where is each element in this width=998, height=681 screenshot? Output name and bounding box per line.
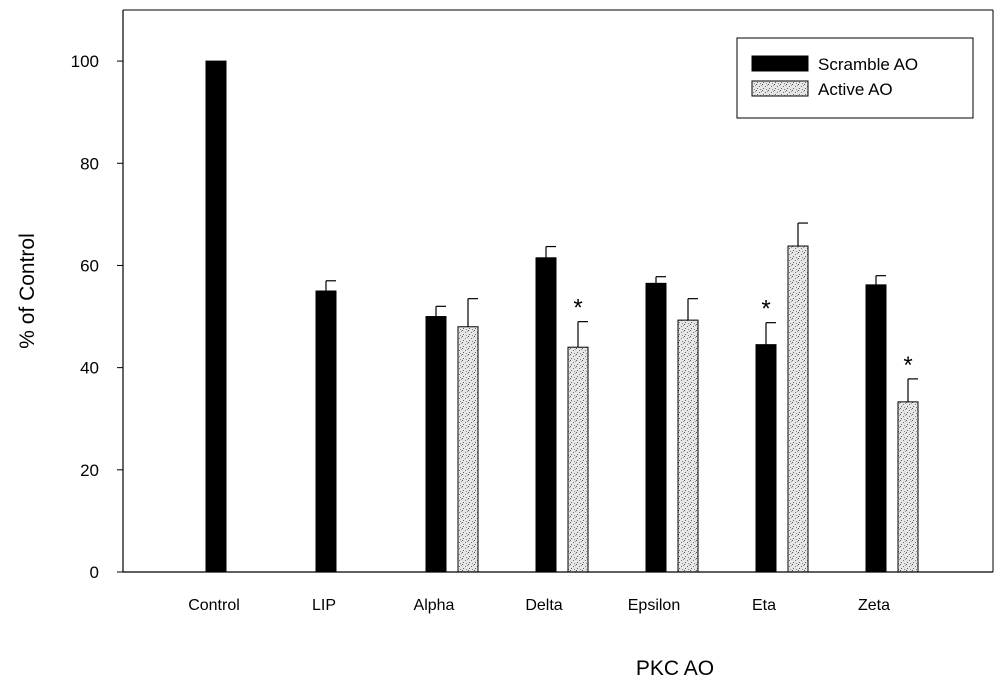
y-tick-label: 20 [80, 461, 99, 480]
bar-scramble-alpha [425, 316, 447, 573]
legend-label-scramble: Scramble AO [818, 55, 918, 74]
legend-swatch-active [751, 80, 809, 97]
significance-asterisk: * [761, 296, 770, 323]
legend-box [736, 37, 974, 119]
plot-frame [123, 9, 994, 572]
legend-swatch-scramble [751, 55, 809, 72]
x-tick-label-zeta: Zeta [858, 597, 890, 614]
bar-scramble-epsilon [645, 282, 667, 573]
y-tick-label: 80 [80, 154, 99, 173]
legend-label-active: Active AO [818, 80, 893, 99]
bars: * * * [205, 60, 919, 573]
bar-active-eta [787, 245, 809, 573]
bar-scramble-eta [755, 344, 777, 573]
y-tick-label: 0 [90, 563, 99, 582]
bar-scramble-control [205, 60, 227, 573]
x-axis-title: PKC AO [636, 657, 714, 680]
bar-active-epsilon [677, 319, 699, 573]
x-tick-label-epsilon: Epsilon [628, 597, 680, 614]
x-tick-label-lip: LIP [312, 597, 336, 614]
legend: Scramble AO Active AO [736, 37, 974, 119]
y-axis-ticks: 0 20 40 60 80 100 [71, 52, 123, 582]
bar-active-delta [567, 346, 589, 573]
x-tick-label-control: Control [188, 597, 240, 614]
significance-asterisk: * [903, 352, 912, 379]
x-tick-label-delta: Delta [525, 597, 562, 614]
bar-scramble-lip [315, 290, 337, 573]
bar-scramble-delta [535, 257, 557, 573]
significance-asterisk: * [573, 295, 582, 322]
bar-scramble-zeta [865, 284, 887, 573]
y-tick-label: 100 [71, 52, 99, 71]
category-labels: Control LIP Alpha Delta Epsilon Eta Zeta [188, 597, 890, 614]
y-tick-label: 60 [80, 256, 99, 275]
x-tick-label-alpha: Alpha [414, 597, 455, 614]
x-tick-label-eta: Eta [752, 597, 776, 614]
y-axis-title: % of Control [16, 233, 39, 349]
y-tick-label: 40 [80, 359, 99, 378]
bar-active-alpha [457, 326, 479, 573]
bar-active-zeta [897, 401, 919, 573]
